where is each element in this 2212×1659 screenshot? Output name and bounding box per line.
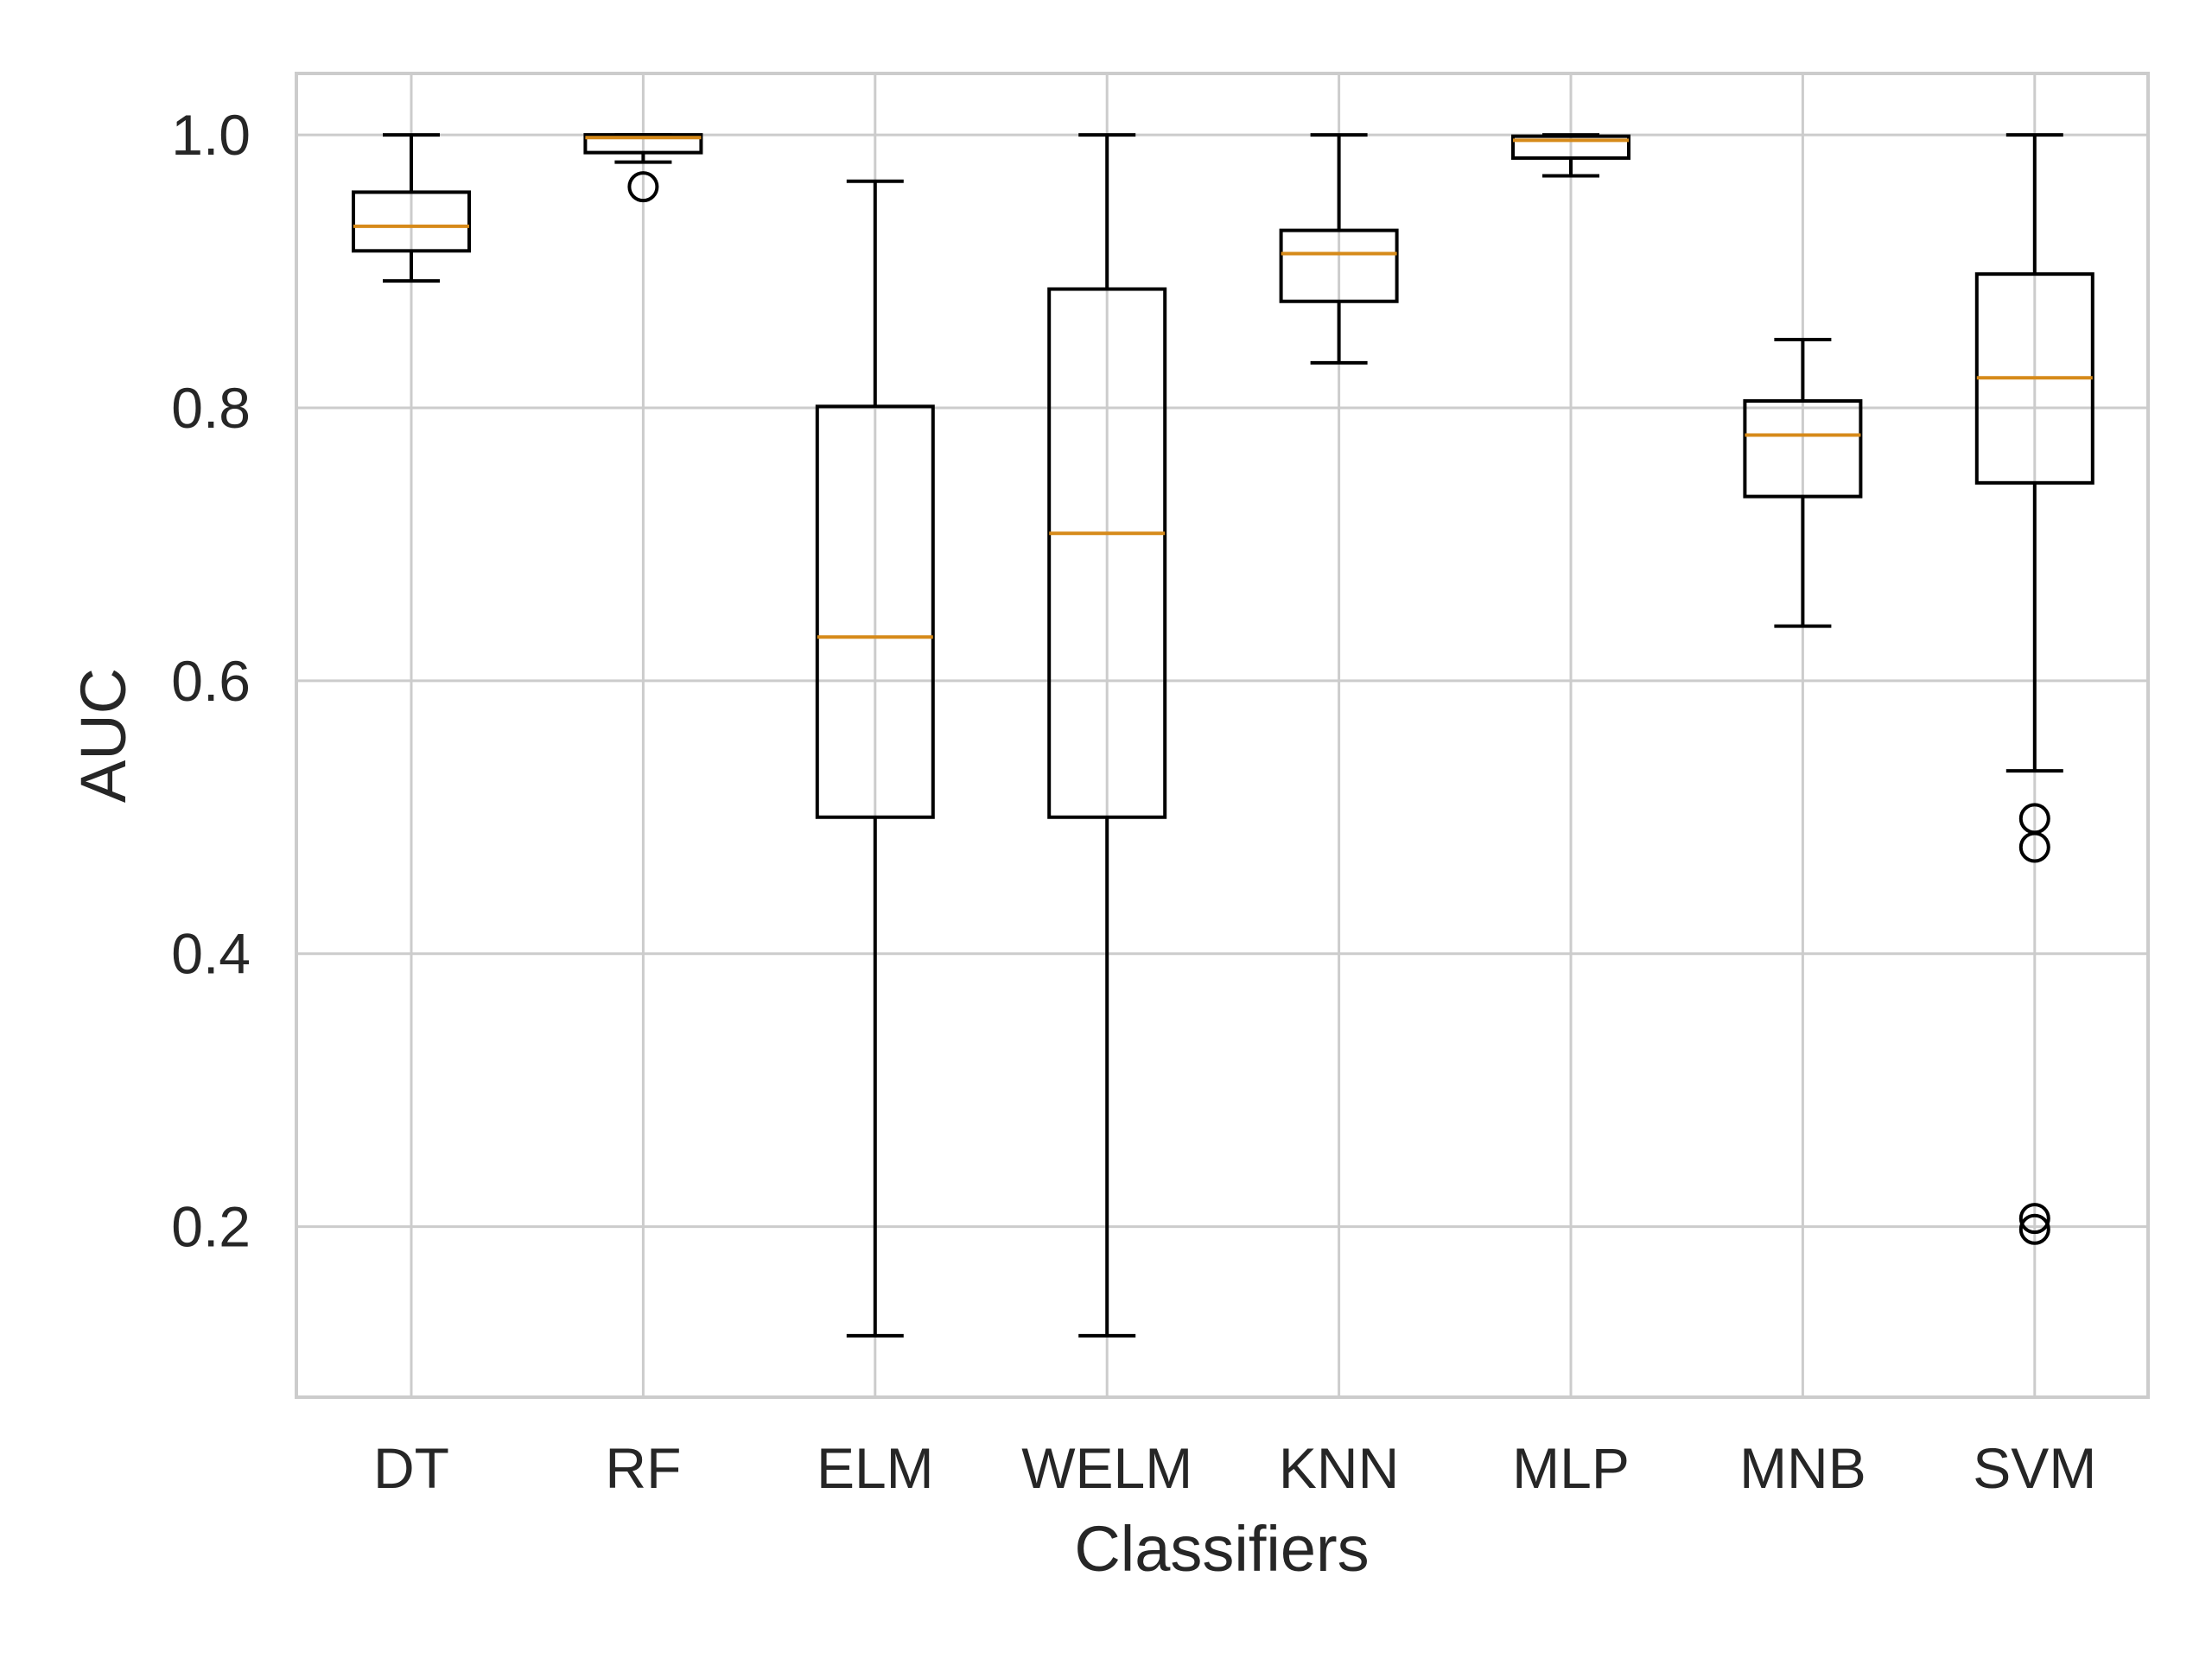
x-tick-label: KNN [1279,1436,1399,1500]
box-mnb [1743,337,1863,628]
y-tick-label: 0.2 [171,1195,251,1259]
box-dt [352,133,471,283]
grid-lines [296,73,2148,1397]
x-tick-label: DT [373,1436,449,1500]
x-tick-label: ELM [817,1436,934,1500]
y-tick-label: 0.6 [171,649,251,713]
x-tick-label: WELM [1021,1436,1192,1500]
box-iqr [352,190,471,253]
y-tick-label: 0.8 [171,376,251,440]
box-series [352,133,2094,1338]
box-welm [1047,133,1167,1338]
outlier-point [2018,1213,2050,1245]
x-tick-label: SVM [1973,1436,2096,1500]
x-tick-label: MLP [1512,1436,1630,1500]
box-iqr [1743,399,1863,499]
x-axis-label: Classifiers [1074,1513,1369,1585]
box-svm [1974,133,2094,1245]
plot-frame [295,72,2150,1399]
box-iqr [1511,134,1630,160]
x-tick-label: RF [605,1436,681,1500]
box-mlp [1511,133,1630,178]
box-knn [1279,133,1399,365]
y-axis-label: AUC [67,668,139,803]
box-iqr [1047,287,1167,819]
outlier-point [2018,1203,2050,1235]
box-iqr [815,404,935,819]
box-elm [815,179,935,1338]
box-rf [583,133,703,203]
box-iqr [1279,228,1399,303]
y-tick-label: 1.0 [171,103,251,167]
box-iqr [583,133,703,155]
outlier-point [627,171,659,203]
y-tick-label: 0.4 [171,922,251,986]
outlier-point [2018,803,2050,835]
tick-labels: 0.2 0.4 0.6 0.8 1.0 DT RF ELM WELM KNN MLP MNB SVM [171,103,2096,1500]
x-tick-label: MNB [1739,1436,1866,1500]
